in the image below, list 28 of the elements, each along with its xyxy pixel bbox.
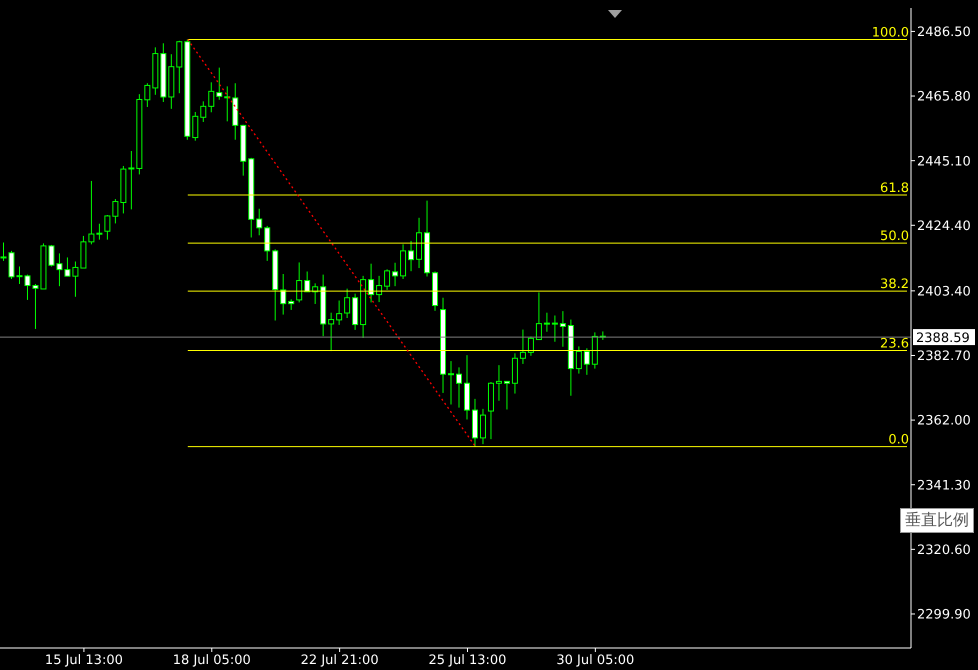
x-tick-label: 15 Jul 13:00: [44, 653, 123, 668]
y-tick-label: 2486.50: [917, 25, 971, 40]
annotation: 垂直比例: [900, 508, 974, 533]
candlestick: [496, 365, 502, 401]
candlestick: [448, 361, 454, 404]
x-tick-label: 25 Jul 13:00: [428, 653, 506, 668]
annotation: 38.2: [880, 277, 909, 292]
y-tick-label: 2341.30: [917, 478, 971, 494]
y-tick-label: 2403.40: [917, 284, 971, 300]
y-tick-label: 2445.10: [917, 154, 971, 170]
annotation: 0.0: [888, 432, 909, 448]
x-tick-label: 18 Jul 05:00: [172, 653, 251, 668]
annotation: 61.8: [880, 181, 909, 196]
candlestick: [128, 150, 134, 210]
y-tick-label: 2465.80: [917, 90, 971, 105]
candlestick: [32, 284, 38, 329]
y-tick-label: 2382.70: [917, 349, 971, 364]
annotation: 50.0: [880, 229, 909, 244]
y-tick-label: 2362.00: [917, 414, 971, 429]
y-tick-label: 2320.60: [917, 542, 971, 558]
x-tick-label: 30 Jul 05:00: [556, 653, 634, 668]
y-tick-label: 2299.90: [917, 608, 971, 623]
annotation: 23.6: [880, 336, 909, 352]
y-tick-label: 2424.40: [917, 218, 971, 234]
candlestick: [504, 380, 510, 410]
ref-line-label: 2388.59: [916, 331, 970, 346]
annotation: 100.0: [872, 26, 909, 41]
x-tick-label: 22 Jul 21:00: [300, 653, 379, 668]
